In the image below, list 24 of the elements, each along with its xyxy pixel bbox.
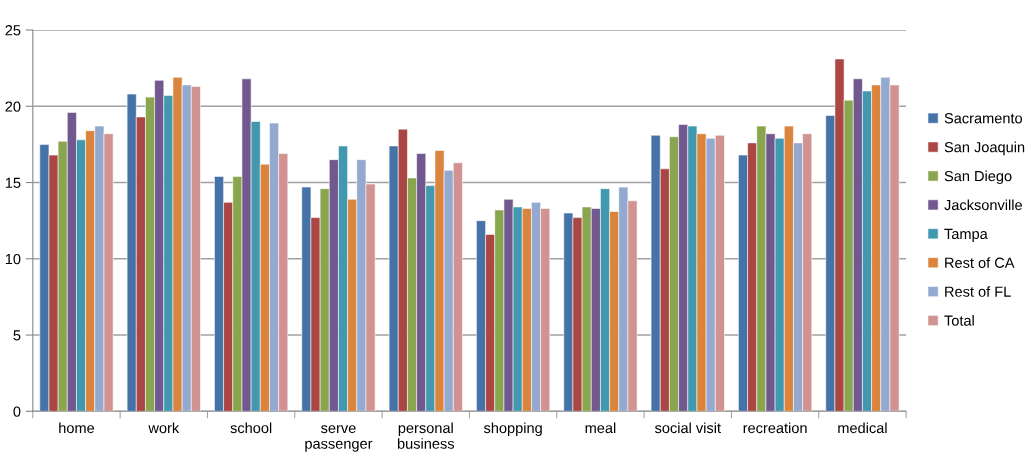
x-tick-label: shopping — [483, 422, 542, 437]
legend-label: Jacksonville — [944, 199, 1022, 211]
y-tick-label: 20 — [5, 101, 21, 112]
x-tick-label: social visit — [654, 422, 721, 434]
x-tick-label: serve passenger — [305, 425, 373, 452]
legend-label: Total — [944, 315, 974, 326]
y-tick-label: 25 — [5, 25, 21, 36]
legend-label: Rest of FL — [945, 286, 1011, 297]
y-tick-label: 5 — [13, 330, 21, 341]
x-tick-label: meal — [585, 422, 616, 434]
x-tick-label: personal business — [397, 422, 455, 449]
y-tick-label: 15 — [5, 177, 21, 188]
legend-label: San Joaquin — [944, 141, 1025, 156]
legend-label: Tampa — [944, 228, 988, 242]
legend-label: Sacramento — [944, 113, 1023, 124]
y-tick-label: 10 — [5, 253, 21, 265]
x-tick-label: work — [148, 422, 180, 434]
x-tick-label: recreation — [743, 422, 807, 434]
legend-label: San Diego — [944, 170, 1012, 185]
x-tick-label: medical — [838, 422, 887, 434]
x-tick-label: home — [59, 422, 95, 434]
legend-label: Rest of CA — [945, 257, 1015, 268]
y-tick-label: 0 — [13, 406, 21, 417]
x-tick-label: school — [230, 422, 272, 434]
